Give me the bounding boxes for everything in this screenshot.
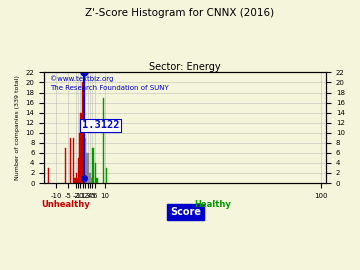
Bar [89,173,90,183]
Bar [93,148,94,183]
Text: Score: Score [170,207,201,217]
Text: The Research Foundation of SUNY: The Research Foundation of SUNY [50,85,169,90]
Text: Z'-Score Histogram for CNNX (2016): Z'-Score Histogram for CNNX (2016) [85,8,275,18]
Bar [86,153,87,183]
Bar [84,158,85,183]
Bar [96,178,97,183]
Y-axis label: Number of companies (339 total): Number of companies (339 total) [15,75,20,180]
Bar [76,173,77,183]
Bar [82,82,83,183]
Bar [77,178,78,183]
Bar [83,103,84,183]
Bar [106,168,107,183]
Bar [48,168,49,183]
Text: ©www.textbiz.org: ©www.textbiz.org [50,76,113,82]
Bar [73,138,75,183]
Bar [85,138,86,183]
Text: Healthy: Healthy [194,200,231,209]
Bar [65,148,66,183]
Bar [80,113,82,183]
Text: Unhealthy: Unhealthy [42,200,90,209]
Bar [95,163,96,183]
Bar [79,133,80,183]
Text: 1.3122: 1.3122 [82,120,119,130]
Bar [90,173,91,183]
Title: Sector: Energy: Sector: Energy [149,62,221,72]
Bar [91,178,93,183]
Bar [97,178,99,183]
Bar [88,153,89,183]
Bar [69,138,71,183]
Bar [103,97,104,183]
Bar [78,158,79,183]
Bar [75,178,76,183]
